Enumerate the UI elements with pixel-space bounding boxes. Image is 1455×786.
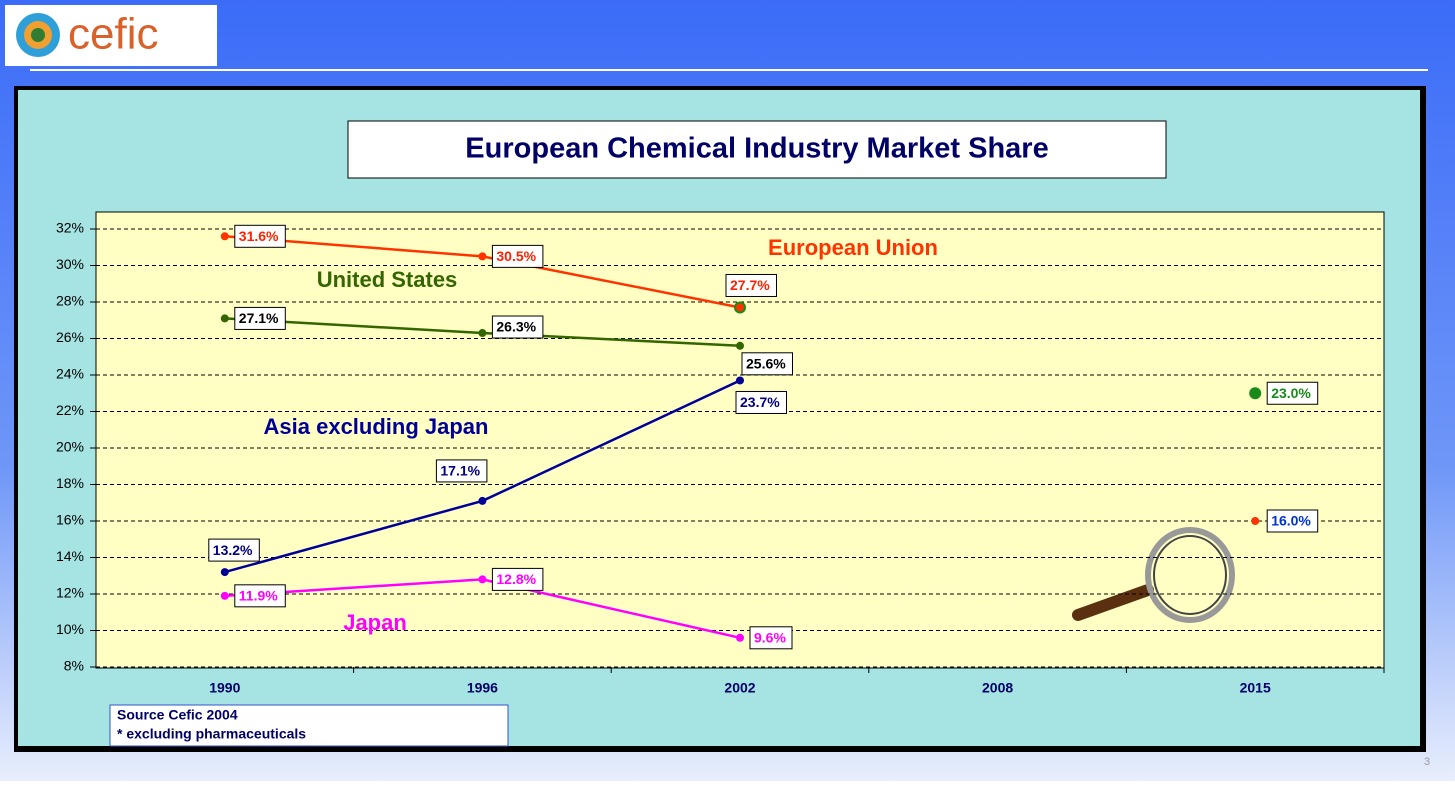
series-name: Asia excluding Japan	[264, 414, 489, 439]
series-name: European Union	[768, 235, 938, 260]
data-point	[478, 575, 486, 583]
y-tick-label: 20%	[56, 439, 84, 455]
data-point	[736, 376, 744, 384]
data-point	[736, 303, 744, 311]
y-tick-label: 12%	[56, 585, 84, 601]
x-tick-label: 1996	[467, 680, 498, 696]
y-tick-label: 14%	[56, 548, 84, 564]
series-name: United States	[317, 267, 458, 292]
value-label: 30.5%	[496, 248, 536, 264]
value-label: 11.9%	[239, 588, 278, 604]
value-label: 17.1%	[440, 463, 480, 479]
logo-icon	[16, 13, 60, 57]
y-tick-label: 16%	[56, 512, 84, 528]
data-point	[478, 497, 486, 505]
value-label: 16.0%	[1271, 513, 1311, 529]
value-label: 23.0%	[1271, 385, 1311, 401]
y-tick-label: 32%	[56, 220, 84, 236]
value-label: 31.6%	[239, 228, 279, 244]
y-tick-label: 26%	[56, 329, 84, 345]
data-point	[221, 232, 229, 240]
data-point	[221, 314, 229, 322]
page: cefic European Chemical Industry Market …	[0, 0, 1455, 781]
note: Source Cefic 2004	[117, 707, 238, 723]
y-tick-label: 18%	[56, 475, 84, 491]
page-number: 3	[1424, 756, 1430, 768]
y-tick-label: 28%	[56, 293, 84, 309]
data-point	[736, 342, 744, 350]
value-label: 27.1%	[239, 310, 279, 326]
data-point	[478, 252, 486, 260]
slide: cefic European Chemical Industry Market …	[0, 0, 1455, 781]
y-tick-label: 24%	[56, 366, 84, 382]
chart-title: European Chemical Industry Market Share	[465, 133, 1048, 165]
logo-text: cefic	[68, 10, 158, 59]
value-label: 9.6%	[754, 630, 786, 646]
x-tick-label: 2015	[1240, 680, 1271, 696]
value-label: 12.8%	[496, 571, 536, 587]
x-tick-label: 2002	[724, 680, 755, 696]
data-point	[736, 634, 744, 642]
data-point	[221, 568, 229, 576]
x-tick-label: 1990	[209, 680, 240, 696]
y-tick-label: 22%	[56, 402, 84, 418]
series-name: Japan	[343, 610, 407, 635]
value-label: 26.3%	[496, 319, 536, 335]
value-label: 23.7%	[740, 394, 780, 410]
data-point	[1249, 387, 1261, 399]
value-label: 25.6%	[746, 356, 786, 372]
data-point	[221, 592, 229, 600]
value-label: 27.7%	[730, 277, 770, 293]
data-point	[478, 329, 486, 337]
value-label: 13.2%	[213, 542, 253, 558]
x-tick-label: 2008	[982, 680, 1013, 696]
y-tick-label: 30%	[56, 256, 84, 272]
y-tick-label: 10%	[56, 621, 84, 637]
y-tick-label: 8%	[64, 658, 84, 674]
data-point	[1251, 517, 1259, 525]
note: * excluding pharmaceuticals	[117, 726, 306, 742]
